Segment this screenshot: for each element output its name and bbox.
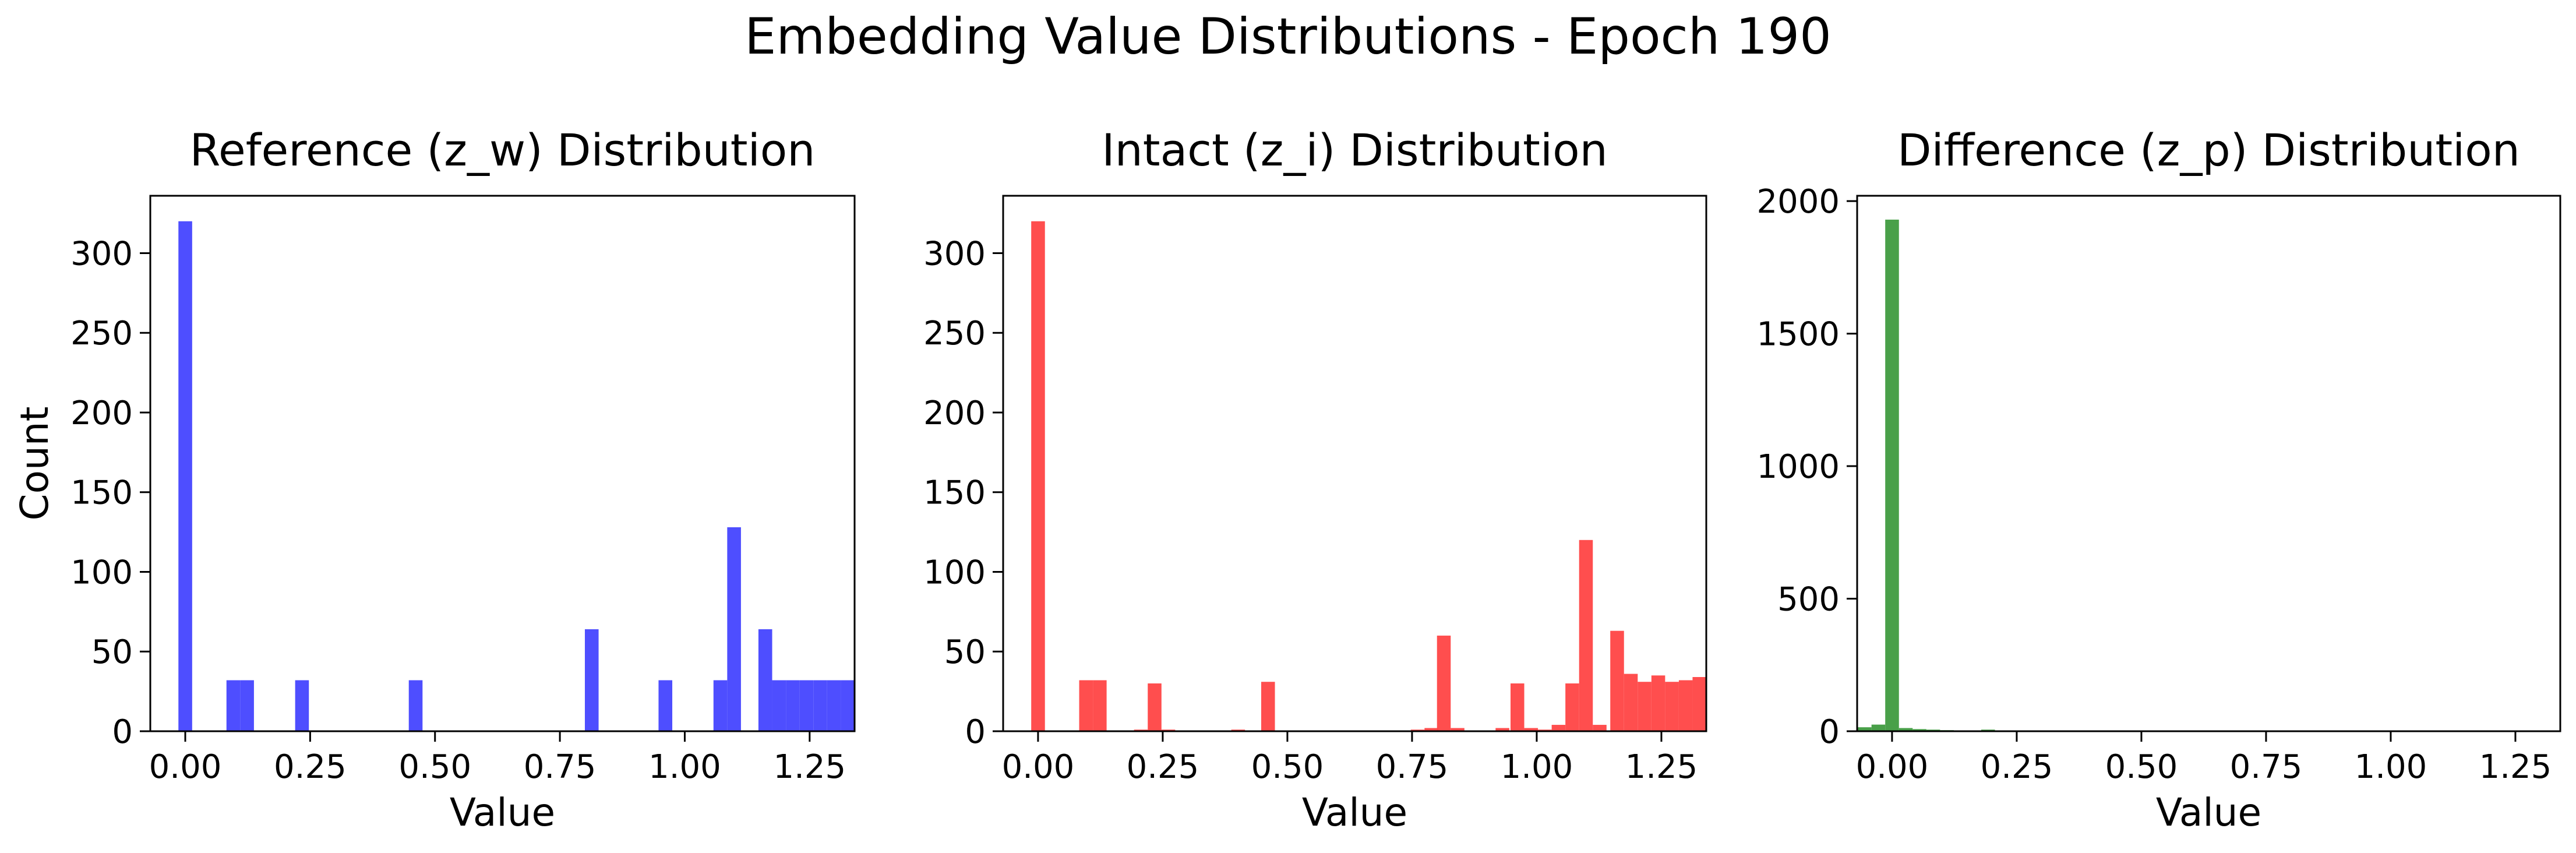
reference-x-tick-label: 0.50 [398, 748, 471, 786]
intact-bar [1451, 728, 1465, 731]
intact-title: Intact (z_i) Distribution [1102, 124, 1608, 176]
reference-x-tick-label: 0.25 [274, 748, 347, 786]
reference-title: Reference (z_w) Distribution [190, 124, 816, 176]
reference-bar [841, 680, 855, 731]
reference-bar [813, 680, 827, 731]
reference-bar [772, 680, 786, 731]
reference-y-tick-label: 200 [70, 394, 133, 432]
intact-x-tick-label: 0.50 [1251, 748, 1324, 786]
difference-bar [1871, 724, 1886, 731]
difference-bars [1858, 219, 2009, 731]
intact-bar [1495, 728, 1509, 731]
reference-bar [786, 680, 800, 731]
difference-x-tick-label: 1.00 [2355, 748, 2427, 786]
reference-bar [758, 629, 772, 731]
intact-bar [1638, 682, 1652, 731]
intact-bar [1511, 683, 1525, 731]
reference-x-tick-label: 0.75 [524, 748, 597, 786]
reference-bar [178, 221, 192, 731]
intact-bar [1565, 683, 1579, 731]
intact-bars [1031, 221, 1706, 731]
reference-histogram-panel: 0.00 0.25 0.50 0.75 1.00 1.25 0 50 100 150 200 250 3… [12, 124, 856, 835]
intact-y-tick-label: 100 [923, 554, 986, 591]
reference-y-tick-label: 300 [70, 235, 133, 273]
reference-y-label: Count [12, 406, 57, 520]
reference-bar [827, 680, 841, 731]
difference-y-tick-label: 1000 [1756, 448, 1840, 486]
intact-x-tick-label: 0.00 [1002, 748, 1075, 786]
reference-bar [240, 680, 254, 731]
reference-x-tick-label: 1.00 [648, 748, 721, 786]
intact-bar [1579, 540, 1593, 731]
reference-bar [295, 680, 309, 731]
reference-y-tick-label: 100 [70, 554, 133, 591]
intact-x-tick-label: 0.25 [1127, 748, 1199, 786]
difference-y-tick-label: 0 [1819, 713, 1840, 751]
difference-bar [1885, 219, 1899, 731]
intact-x-tick-label: 0.75 [1376, 748, 1449, 786]
reference-bar [658, 680, 673, 731]
difference-title: Difference (z_p) Distribution [1897, 124, 2520, 176]
intact-bar [1551, 725, 1566, 731]
difference-x-tick-label: 0.50 [2105, 748, 2178, 786]
intact-y-tick-label: 300 [923, 235, 986, 273]
difference-x-tick-label: 0.00 [1856, 748, 1929, 786]
intact-y-tick-label: 250 [923, 315, 986, 353]
difference-axes-frame [1856, 195, 2561, 732]
intact-bar [1093, 680, 1107, 731]
intact-x-tick-label: 1.25 [1625, 748, 1698, 786]
reference-y-tick-label: 250 [70, 315, 133, 353]
reference-bar [408, 680, 423, 731]
intact-bar [1665, 682, 1679, 731]
reference-x-tick-label: 0.00 [149, 748, 222, 786]
reference-axes-frame [149, 195, 856, 732]
reference-x-tick-label: 1.25 [773, 748, 846, 786]
reference-y-tick-label: 50 [91, 633, 133, 671]
intact-y-tick-label: 50 [944, 633, 986, 671]
reference-y-tick-label: 150 [70, 474, 133, 512]
intact-bar [1651, 675, 1665, 731]
intact-histogram-panel: 0.00 0.25 0.50 0.75 1.00 1.25 0 50 100 150 200 250 3… [923, 124, 1707, 835]
difference-y-tick-label: 2000 [1756, 183, 1840, 221]
difference-y-tick-label: 500 [1777, 581, 1840, 619]
intact-bar [1031, 221, 1045, 731]
reference-bars [178, 221, 855, 731]
figure-title: Embedding Value Distributions - Epoch 19… [744, 8, 1832, 66]
reference-bar [727, 527, 741, 731]
intact-bar [1524, 728, 1538, 731]
difference-bar [1899, 728, 1913, 731]
difference-histogram-panel: 0.00 0.25 0.50 0.75 1.00 1.25 0 500 1000 1500 2000… [1756, 124, 2561, 835]
reference-bar [226, 680, 241, 731]
intact-y-tick-label: 150 [923, 474, 986, 512]
reference-bar [713, 680, 728, 731]
intact-bar [1148, 683, 1162, 731]
difference-bar [1912, 729, 1926, 731]
intact-bar [1437, 635, 1451, 731]
difference-x-tick-label: 0.75 [2230, 748, 2303, 786]
difference-bar [1858, 727, 1872, 731]
intact-axes-frame [1002, 195, 1707, 732]
intact-bar [1424, 728, 1438, 731]
intact-bar [1593, 725, 1607, 731]
intact-bar [1079, 680, 1093, 731]
difference-x-label: Value [2156, 790, 2261, 835]
intact-y-tick-label: 0 [965, 713, 986, 751]
difference-y-tick-label: 1500 [1756, 316, 1840, 354]
reference-y-tick-label: 0 [112, 713, 133, 751]
intact-bar [1624, 674, 1638, 731]
intact-x-label: Value [1302, 790, 1407, 835]
intact-bar [1692, 677, 1706, 731]
difference-x-tick-label: 1.25 [2479, 748, 2552, 786]
intact-x-tick-label: 1.00 [1501, 748, 1573, 786]
reference-bar [799, 680, 814, 731]
intact-bar [1610, 630, 1624, 731]
reference-x-label: Value [450, 790, 555, 835]
intact-bar [1678, 680, 1693, 731]
intact-bar [1261, 682, 1275, 731]
difference-x-tick-label: 0.25 [1981, 748, 2053, 786]
intact-y-tick-label: 200 [923, 394, 986, 432]
reference-bar [584, 629, 599, 731]
